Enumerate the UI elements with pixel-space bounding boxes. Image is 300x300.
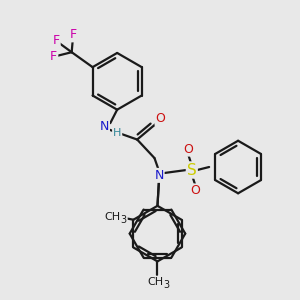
Text: O: O (155, 112, 165, 125)
Text: CH: CH (104, 212, 121, 222)
Text: 3: 3 (121, 215, 127, 225)
Text: O: O (183, 142, 193, 156)
Text: O: O (190, 184, 200, 197)
Text: N: N (154, 169, 164, 182)
Text: N: N (100, 120, 109, 133)
Text: F: F (52, 34, 60, 47)
Text: F: F (70, 28, 77, 41)
Text: CH: CH (147, 277, 163, 287)
Text: S: S (187, 163, 197, 178)
Text: 3: 3 (164, 280, 169, 290)
Text: H: H (113, 128, 121, 138)
Text: F: F (50, 50, 57, 63)
